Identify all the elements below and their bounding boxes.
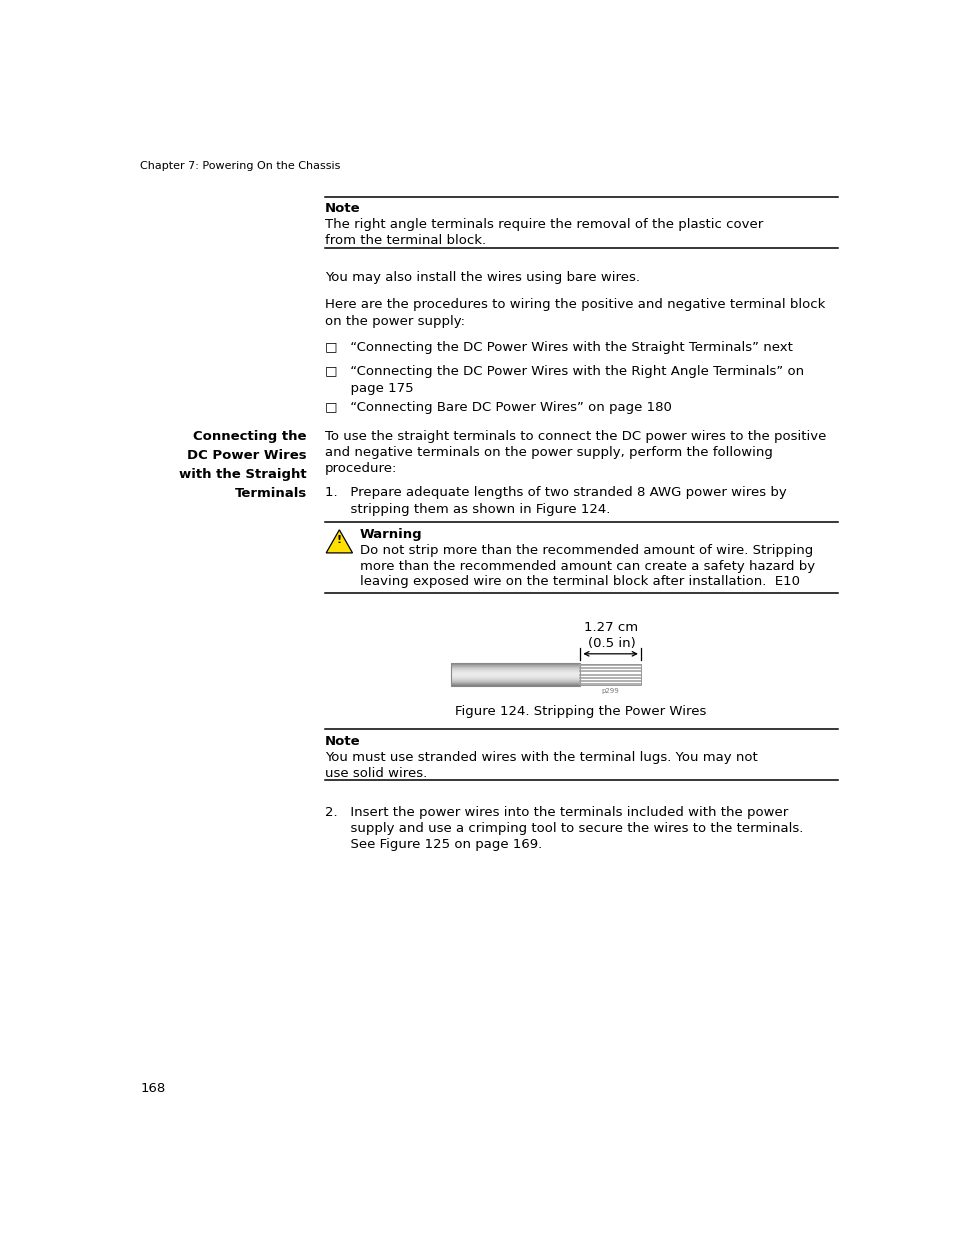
Text: You must use stranded wires with the terminal lugs. You may not: You must use stranded wires with the ter… xyxy=(324,751,757,764)
Text: and negative terminals on the power supply, perform the following: and negative terminals on the power supp… xyxy=(324,446,772,459)
Text: □   “Connecting the DC Power Wires with the Straight Terminals” next: □ “Connecting the DC Power Wires with th… xyxy=(324,341,792,354)
Text: DC Power Wires: DC Power Wires xyxy=(187,448,307,462)
Text: (0.5 in): (0.5 in) xyxy=(587,637,635,650)
Text: The right angle terminals require the removal of the plastic cover: The right angle terminals require the re… xyxy=(324,219,762,231)
Polygon shape xyxy=(326,530,353,553)
Text: □   “Connecting Bare DC Power Wires” on page 180: □ “Connecting Bare DC Power Wires” on pa… xyxy=(324,401,671,414)
Text: 1.27 cm: 1.27 cm xyxy=(583,621,638,634)
Text: See Figure 125 on page 169.: See Figure 125 on page 169. xyxy=(324,839,541,851)
Text: more than the recommended amount can create a safety hazard by: more than the recommended amount can cre… xyxy=(359,559,814,573)
Text: 1.   Prepare adequate lengths of two stranded 8 AWG power wires by: 1. Prepare adequate lengths of two stran… xyxy=(324,487,785,499)
Text: To use the straight terminals to connect the DC power wires to the positive: To use the straight terminals to connect… xyxy=(324,430,825,442)
Text: page 175: page 175 xyxy=(324,382,413,395)
Text: with the Straight: with the Straight xyxy=(179,468,307,480)
Text: p299: p299 xyxy=(601,688,618,694)
Text: leaving exposed wire on the terminal block after installation.  E10: leaving exposed wire on the terminal blo… xyxy=(359,576,799,588)
Text: Chapter 7: Powering On the Chassis: Chapter 7: Powering On the Chassis xyxy=(140,162,340,172)
Text: You may also install the wires using bare wires.: You may also install the wires using bar… xyxy=(324,272,639,284)
Bar xyxy=(451,663,579,687)
Text: Note: Note xyxy=(324,735,360,747)
Text: □   “Connecting the DC Power Wires with the Right Angle Terminals” on: □ “Connecting the DC Power Wires with th… xyxy=(324,366,803,378)
Bar xyxy=(579,664,640,685)
Text: Do not strip more than the recommended amount of wire. Stripping: Do not strip more than the recommended a… xyxy=(359,543,812,557)
Text: Note: Note xyxy=(324,203,360,215)
Text: Terminals: Terminals xyxy=(234,488,307,500)
Text: from the terminal block.: from the terminal block. xyxy=(324,235,485,247)
Text: 2.   Insert the power wires into the terminals included with the power: 2. Insert the power wires into the termi… xyxy=(324,805,787,819)
Text: stripping them as shown in Figure 124.: stripping them as shown in Figure 124. xyxy=(324,503,609,516)
Text: on the power supply:: on the power supply: xyxy=(324,315,464,327)
Text: 168: 168 xyxy=(140,1082,165,1095)
Text: Warning: Warning xyxy=(359,527,421,541)
Text: procedure:: procedure: xyxy=(324,462,396,475)
Text: Figure 124. Stripping the Power Wires: Figure 124. Stripping the Power Wires xyxy=(455,705,706,719)
Text: !: ! xyxy=(336,535,341,545)
Text: use solid wires.: use solid wires. xyxy=(324,767,426,779)
Text: Connecting the: Connecting the xyxy=(193,430,307,442)
Text: Here are the procedures to wiring the positive and negative terminal block: Here are the procedures to wiring the po… xyxy=(324,299,824,311)
Text: supply and use a crimping tool to secure the wires to the terminals.: supply and use a crimping tool to secure… xyxy=(324,821,802,835)
